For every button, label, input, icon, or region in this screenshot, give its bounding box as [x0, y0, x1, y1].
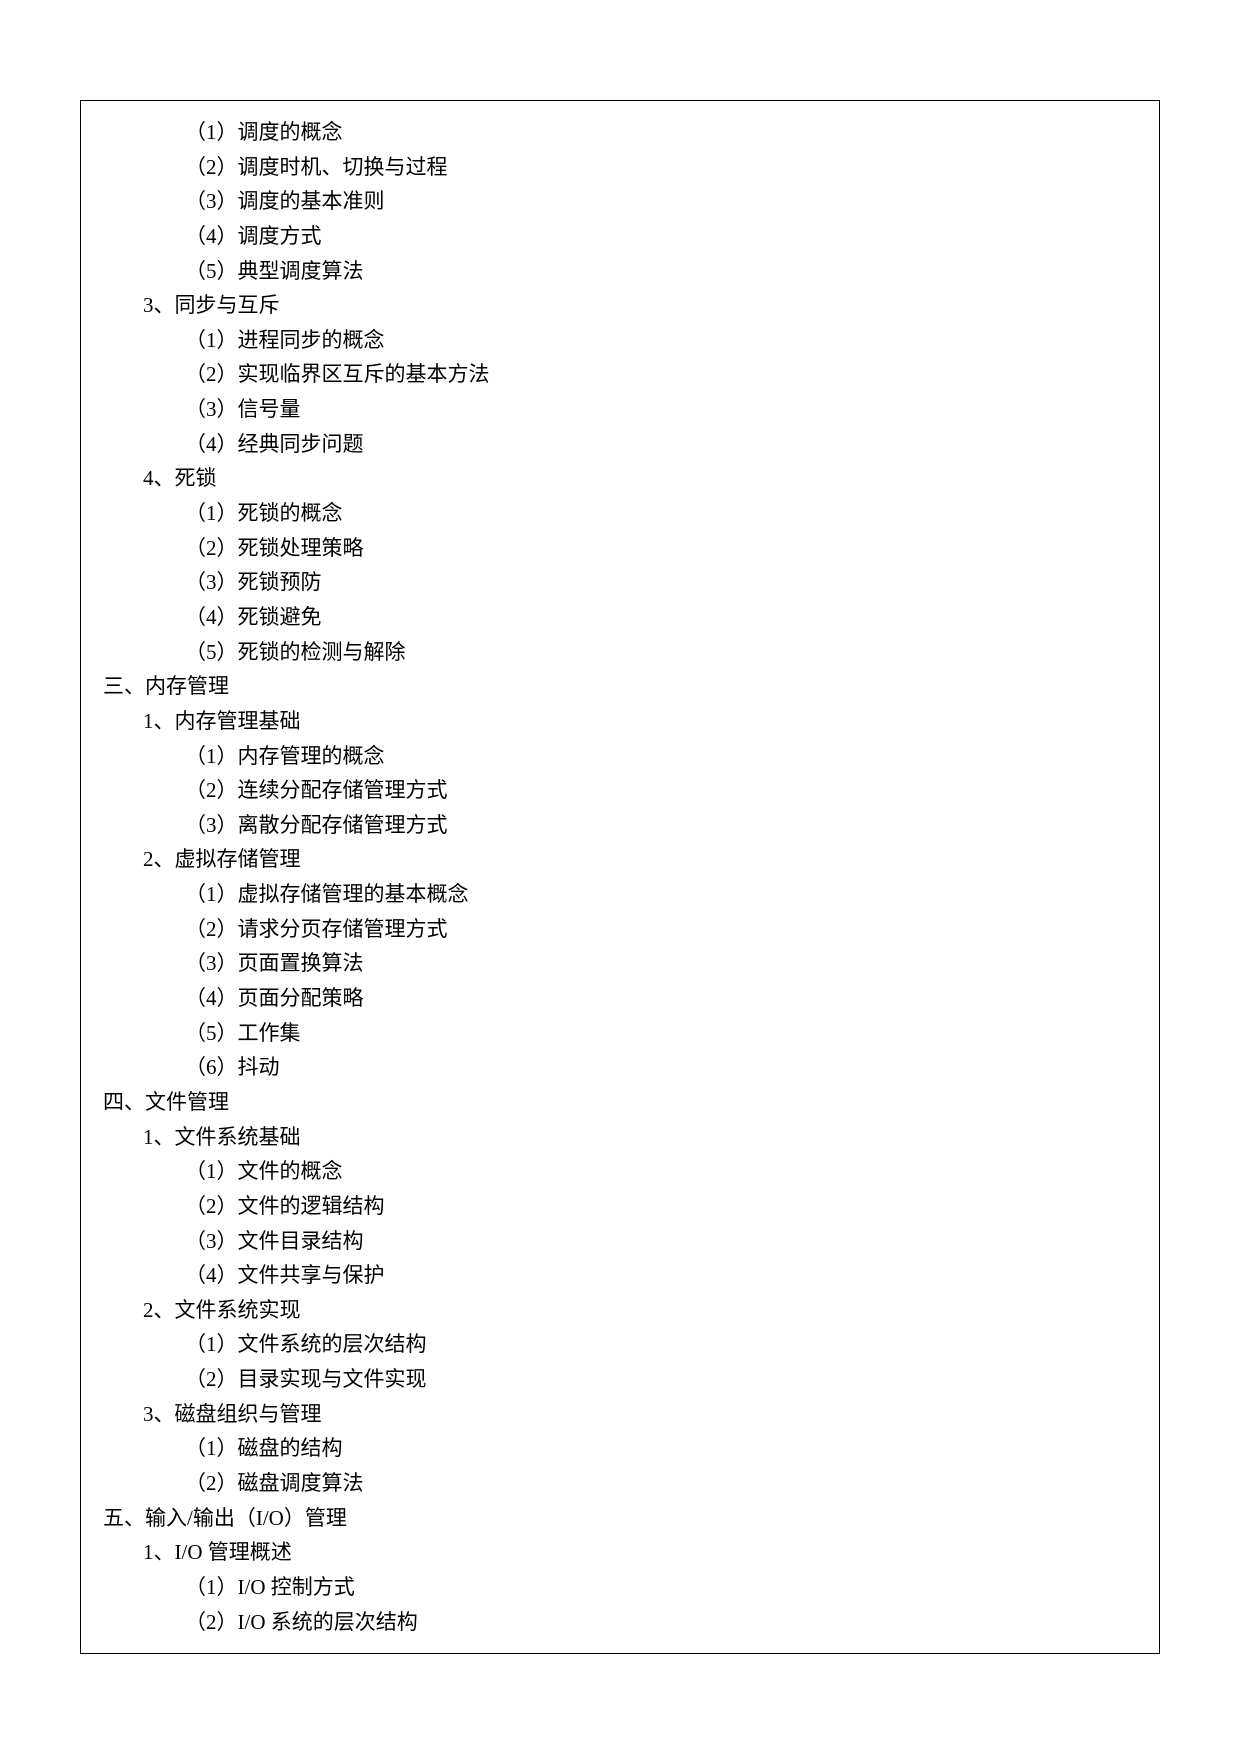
outline-line: （4）死锁避免 [81, 600, 1159, 635]
outline-line: 1、文件系统基础 [81, 1120, 1159, 1155]
outline-line: （1）文件的概念 [81, 1154, 1159, 1189]
outline-line: （2）目录实现与文件实现 [81, 1362, 1159, 1397]
outline-line: 1、I/O 管理概述 [81, 1535, 1159, 1570]
outline-line: （4）调度方式 [81, 219, 1159, 254]
outline-line: （3）页面置换算法 [81, 946, 1159, 981]
outline-line: （1）I/O 控制方式 [81, 1570, 1159, 1605]
outline-line: （3）信号量 [81, 392, 1159, 427]
outline-line: 四、文件管理 [81, 1085, 1159, 1120]
outline-line: （2）实现临界区互斥的基本方法 [81, 357, 1159, 392]
outline-line: 3、磁盘组织与管理 [81, 1397, 1159, 1432]
outline-line: （2）磁盘调度算法 [81, 1466, 1159, 1501]
outline-line: 三、内存管理 [81, 669, 1159, 704]
outline-line: （1）调度的概念 [81, 115, 1159, 150]
outline-line: （4）文件共享与保护 [81, 1258, 1159, 1293]
outline-line: （3）文件目录结构 [81, 1224, 1159, 1259]
outline-line: （1）虚拟存储管理的基本概念 [81, 877, 1159, 912]
outline-line: （2）调度时机、切换与过程 [81, 150, 1159, 185]
outline-line: （4）页面分配策略 [81, 981, 1159, 1016]
outline-line: 1、内存管理基础 [81, 704, 1159, 739]
outline-line: （6）抖动 [81, 1050, 1159, 1085]
outline-line: （2）I/O 系统的层次结构 [81, 1605, 1159, 1640]
outline-line: （2）文件的逻辑结构 [81, 1189, 1159, 1224]
outline-line: 五、输入/输出（I/O）管理 [81, 1501, 1159, 1536]
outline-line: 4、死锁 [81, 461, 1159, 496]
outline-line: （2）死锁处理策略 [81, 531, 1159, 566]
outline-line: （1）文件系统的层次结构 [81, 1327, 1159, 1362]
outline-line: （1）内存管理的概念 [81, 739, 1159, 774]
outline-line: （1）进程同步的概念 [81, 323, 1159, 358]
outline-line: （3）离散分配存储管理方式 [81, 808, 1159, 843]
outline-line: 2、文件系统实现 [81, 1293, 1159, 1328]
outline-container: （1）调度的概念（2）调度时机、切换与过程（3）调度的基本准则（4）调度方式（5… [80, 100, 1160, 1654]
outline-line: （2）请求分页存储管理方式 [81, 912, 1159, 947]
outline-line: （3）调度的基本准则 [81, 184, 1159, 219]
outline-line: （1）死锁的概念 [81, 496, 1159, 531]
outline-line: 2、虚拟存储管理 [81, 842, 1159, 877]
outline-line: （2）连续分配存储管理方式 [81, 773, 1159, 808]
outline-line: （3）死锁预防 [81, 565, 1159, 600]
outline-line: （1）磁盘的结构 [81, 1431, 1159, 1466]
outline-line: 3、同步与互斥 [81, 288, 1159, 323]
outline-line: （5）工作集 [81, 1016, 1159, 1051]
outline-line: （4）经典同步问题 [81, 427, 1159, 462]
outline-line: （5）死锁的检测与解除 [81, 635, 1159, 670]
outline-line: （5）典型调度算法 [81, 254, 1159, 289]
